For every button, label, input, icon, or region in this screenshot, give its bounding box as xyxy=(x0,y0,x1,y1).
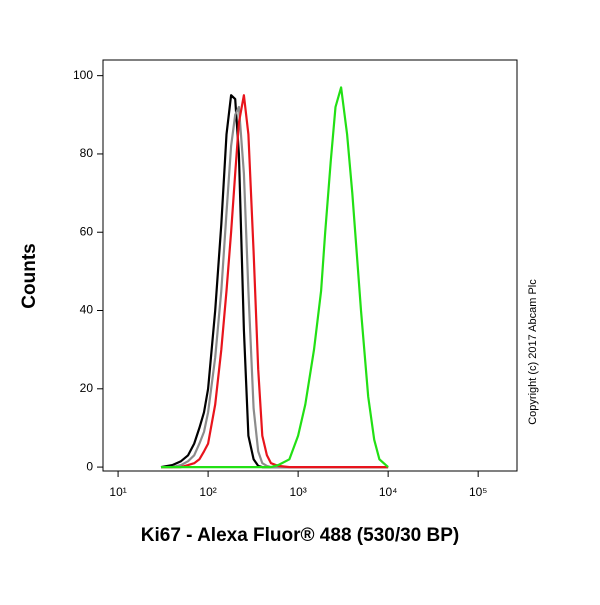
x-tick-label: 10¹ xyxy=(109,485,126,499)
series-line xyxy=(161,86,389,469)
y-axis-label: Counts xyxy=(19,243,40,308)
copyright-annotation: Copyright (c) 2017 Abcam Plc xyxy=(527,279,539,425)
plot-frame xyxy=(102,59,518,472)
x-tick-label: 10² xyxy=(199,485,216,499)
y-tick-label: 80 xyxy=(80,146,94,160)
x-tick-label: 10⁴ xyxy=(379,485,398,499)
series-line xyxy=(160,94,389,469)
y-tick-label: 20 xyxy=(80,381,94,395)
y-tick-label: 0 xyxy=(86,459,93,473)
y-tick-label: 60 xyxy=(80,224,94,238)
y-tick-label: 40 xyxy=(80,303,94,317)
y-tick-label: 100 xyxy=(73,68,93,82)
x-tick-label: 10⁵ xyxy=(469,485,487,499)
x-tick-label: 10³ xyxy=(289,485,306,499)
series-line xyxy=(161,94,389,469)
x-axis-label: Ki67 - Alexa Fluor® 488 (530/30 BP) xyxy=(141,525,459,546)
series-line xyxy=(161,105,389,469)
